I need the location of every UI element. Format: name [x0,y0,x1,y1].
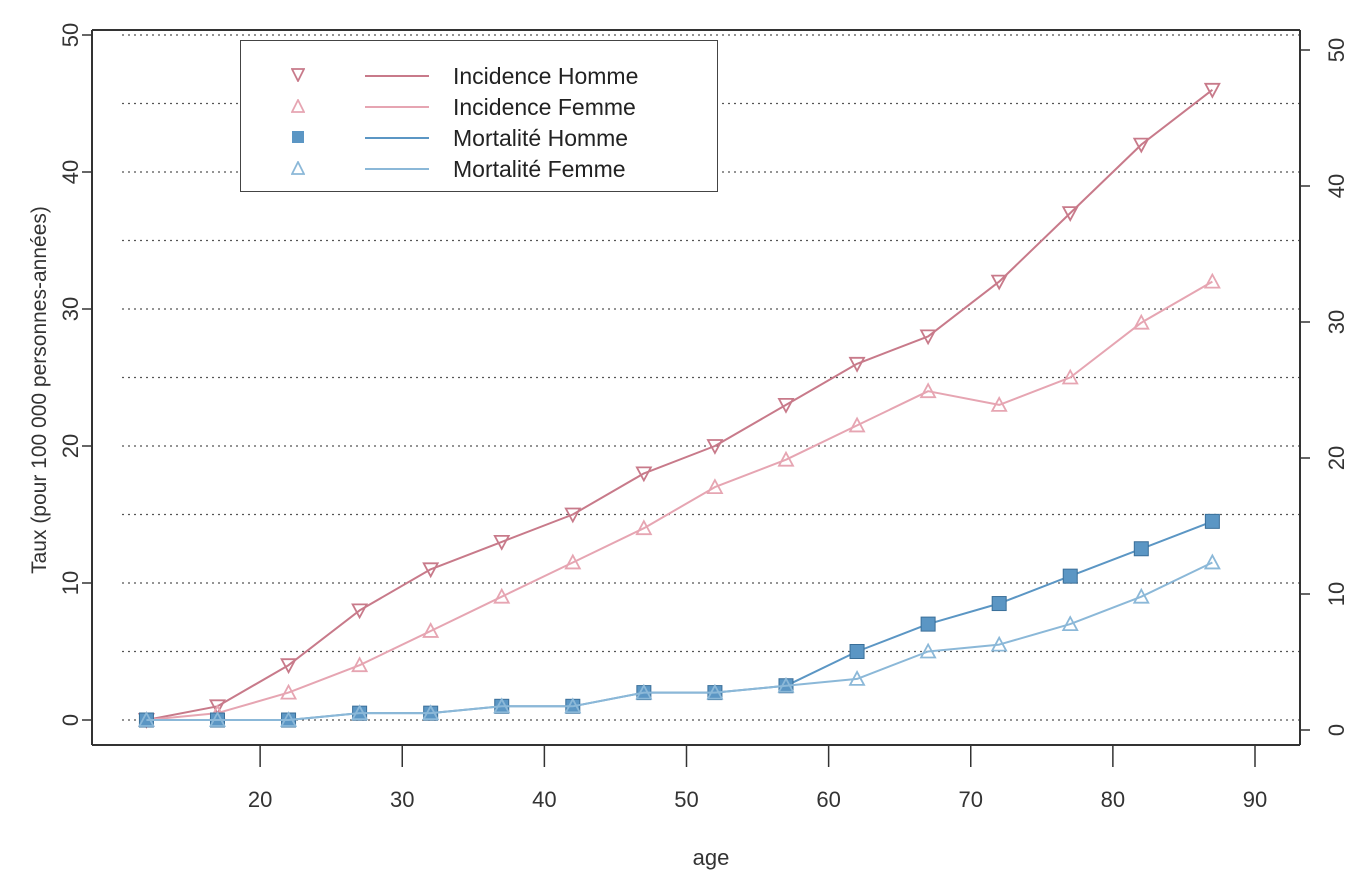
legend-label: Incidence Femme [453,94,636,120]
legend-line-sample [365,168,429,170]
series-4-point [848,670,866,686]
y-tick-label-left: 20 [58,434,83,458]
series-1-point [777,397,795,414]
legend-marker-icon [291,161,305,175]
y-tick-label-left: 30 [58,297,83,321]
series-4-point [493,697,511,714]
legend-entry: Incidence Homme [241,63,717,89]
legend-marker-icon [292,131,304,143]
y-axis-label: Taux (pour 100 000 personnes-années) [28,206,51,574]
series-2-point [848,416,866,433]
series-line-4 [146,561,1213,721]
legend-label: Incidence Homme [453,63,639,89]
legend-line-sample [365,75,429,77]
legend-marker-icon [291,68,305,82]
series-1-point [848,356,866,373]
y-tick-label-right: 50 [1324,38,1349,62]
series-1-point [990,274,1008,291]
y-tick-label-right: 0 [1324,724,1349,736]
series-4-point [564,697,582,714]
x-axis-label: age [692,845,730,870]
series-2-point [919,382,937,399]
x-tick-label: 70 [959,787,983,812]
series-1-point [564,507,582,524]
series-4-point [280,711,298,727]
legend-label: Mortalité Homme [453,125,629,151]
legend-entry: Incidence Femme [241,94,717,120]
legend-marker-icon [291,99,305,113]
y-tick-label-right: 40 [1324,174,1349,198]
series-line-2 [146,280,1213,721]
y-tick-label-left: 40 [58,160,83,184]
series-4-point [137,711,155,727]
legend: Incidence Homme Incidence Femme Mortalité … [240,40,718,192]
series-1-point [919,329,937,346]
y-tick-label-left: 0 [58,714,83,726]
series-1-point [280,658,298,675]
series-4-point [208,711,226,727]
series-3-point [849,644,865,659]
series-line-3 [146,520,1213,721]
series-1-point [1061,206,1079,222]
legend-entry: Mortalité Femme [241,156,717,182]
series-4-point [777,676,795,693]
legend-entry: Mortalité Homme [241,125,717,151]
series-4-point [1132,587,1150,604]
series-4-point [919,642,937,659]
series-2-point [777,450,795,467]
series-4-point [635,683,653,700]
series-3-point [920,616,936,632]
series-2-point [706,478,724,495]
x-tick-label: 20 [248,787,272,812]
legend-line-sample [365,106,429,108]
series-3-point [1062,568,1078,584]
series-1-point [706,439,724,455]
series-2-point [1203,272,1221,289]
series-line-1 [146,89,1214,721]
series-1-point [208,699,226,716]
y-tick-label-left: 10 [58,571,83,595]
legend-label: Mortalité Femme [453,156,626,182]
legend-line-sample [365,137,429,139]
series-3-point [991,596,1007,612]
series-2-point [493,587,511,604]
series-4-point [351,704,369,721]
y-tick-label-left: 50 [58,23,83,47]
x-tick-label: 90 [1243,787,1267,812]
series-1-point [351,603,369,620]
series-1-point [1132,137,1150,154]
series-4-point [422,704,440,721]
y-tick-label-right: 30 [1324,310,1349,334]
x-tick-label: 30 [390,787,414,812]
series-3-point [1204,513,1220,529]
series-4-point [1061,615,1079,631]
series-2-point [990,396,1008,412]
x-tick-label: 60 [816,787,840,812]
y-tick-label-right: 10 [1324,582,1349,606]
series-3-point [1133,541,1149,557]
series-2-point [280,683,298,700]
x-tick-label: 80 [1101,787,1125,812]
series-2-point [564,553,582,570]
series-2-point [422,622,440,638]
series-4-point [990,635,1008,652]
series-2-point [635,519,653,536]
series-1-point [493,535,511,551]
series-2-point [1061,368,1079,385]
series-2-point [351,656,369,673]
y-tick-label-right: 20 [1324,446,1349,470]
series-1-point [422,562,440,579]
series-4-point [706,683,724,700]
x-tick-label: 40 [532,787,556,812]
series-1-point [1203,82,1221,99]
series-2-point [1132,313,1150,330]
x-tick-label: 50 [674,787,698,812]
series-4-point [1203,553,1221,570]
series-1-point [635,466,653,483]
